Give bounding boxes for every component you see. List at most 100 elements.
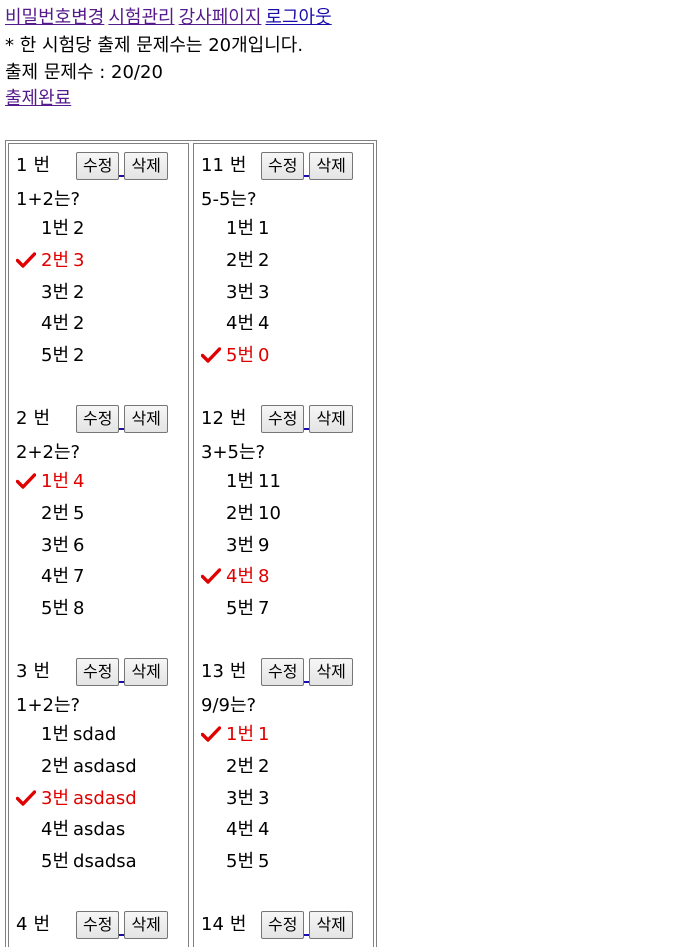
question-block: 12 번 수정 삭제 3+5는? 1번 11 2번 10 3번 9 4번 8 5번 7 [194, 397, 373, 649]
button-link-underline [119, 681, 125, 683]
option-value: 1 [258, 724, 270, 745]
option-label: 3번 [41, 535, 70, 556]
option-label: 4번 [226, 566, 255, 587]
option-item: 3번 2 [16, 279, 84, 307]
check-placeholder [201, 852, 225, 872]
option-item: 4번 4 [201, 310, 269, 338]
question-actions: 수정 삭제 [261, 152, 353, 180]
option-value: dsadsa [73, 851, 137, 872]
option-label: 2번 [226, 503, 255, 524]
option-item: 5번 7 [201, 595, 269, 623]
button-link-underline [304, 175, 310, 177]
option-value: 4 [73, 471, 85, 492]
option-item: 4번 7 [16, 563, 84, 591]
check-placeholder [16, 725, 40, 745]
logout-link[interactable]: 로그아웃 [265, 7, 332, 28]
question-number: 12 [201, 408, 224, 429]
option-value: 11 [258, 471, 281, 492]
question-actions: 수정 삭제 [261, 911, 353, 939]
option-label: 4번 [226, 819, 255, 840]
option-label: 4번 [226, 313, 255, 334]
question-actions: 수정 삭제 [261, 658, 353, 686]
question-text: 9/9는? [201, 695, 257, 716]
option-item: 1번 11 [201, 468, 281, 496]
check-icon [16, 251, 40, 271]
delete-button[interactable]: 삭제 [124, 152, 168, 180]
question-number: 14 [201, 914, 224, 935]
option-value: 7 [258, 598, 270, 619]
question-number-suffix: 번 [33, 408, 51, 429]
question-actions: 수정 삭제 [76, 152, 168, 180]
delete-button[interactable]: 삭제 [309, 911, 353, 939]
edit-button[interactable]: 수정 [76, 405, 120, 433]
check-icon [16, 789, 40, 809]
edit-button[interactable]: 수정 [261, 911, 305, 939]
option-value: 3 [258, 788, 270, 809]
edit-button[interactable]: 수정 [261, 152, 305, 180]
option-label: 5번 [41, 345, 70, 366]
option-label: 5번 [226, 345, 255, 366]
exam-management-link[interactable]: 시험관리 [108, 7, 175, 28]
option-item: 1번 4 [16, 468, 84, 496]
check-placeholder [201, 536, 225, 556]
check-placeholder [201, 251, 225, 271]
question-number-suffix: 번 [229, 661, 247, 682]
question-number-suffix: 번 [229, 408, 247, 429]
option-item: 3번 3 [201, 279, 269, 307]
option-item: 4번 4 [201, 816, 269, 844]
edit-button[interactable]: 수정 [76, 658, 120, 686]
check-placeholder [16, 504, 40, 524]
option-value: 5 [73, 503, 85, 524]
option-label: 2번 [226, 756, 255, 777]
option-value: 4 [258, 313, 270, 334]
check-icon [16, 472, 40, 492]
edit-button[interactable]: 수정 [261, 658, 305, 686]
option-label: 3번 [226, 535, 255, 556]
instructor-page-link[interactable]: 강사페이지 [178, 7, 262, 28]
edit-button[interactable]: 수정 [76, 911, 120, 939]
option-label: 2번 [41, 503, 70, 524]
delete-button[interactable]: 삭제 [309, 152, 353, 180]
option-label: 2번 [226, 250, 255, 271]
change-password-link[interactable]: 비밀번호변경 [5, 7, 105, 28]
button-link-underline [304, 681, 310, 683]
option-label: 5번 [41, 851, 70, 872]
question-limit-notice: * 한 시험당 출제 문제수는 20개입니다. [5, 35, 304, 56]
option-item: 3번 asdasd [16, 785, 137, 813]
delete-button[interactable]: 삭제 [124, 911, 168, 939]
option-item: 5번 2 [16, 342, 84, 370]
question-number-suffix: 번 [33, 914, 51, 935]
question-number: 13 [201, 661, 224, 682]
delete-button[interactable]: 삭제 [124, 658, 168, 686]
button-link-underline [304, 428, 310, 430]
delete-button[interactable]: 삭제 [309, 658, 353, 686]
question-block: 11 번 수정 삭제 5-5는? 1번 1 2번 2 3번 3 4번 4 5번 0 [194, 144, 373, 396]
finish-exam-link[interactable]: 출제완료 [5, 88, 72, 109]
check-placeholder [201, 820, 225, 840]
question-header: 12 번 [201, 404, 246, 434]
option-item: 2번 3 [16, 247, 84, 275]
check-icon [201, 567, 225, 587]
question-actions: 수정 삭제 [261, 405, 353, 433]
option-item: 5번 dsadsa [16, 848, 137, 876]
option-item: 5번 5 [201, 848, 269, 876]
question-count-value: 20/20 [111, 62, 163, 83]
check-placeholder [201, 757, 225, 777]
option-value: 2 [73, 282, 85, 303]
option-value: sdad [73, 724, 117, 745]
button-link-underline [119, 175, 125, 177]
option-item: 2번 10 [201, 500, 281, 528]
top-nav: 비밀번호변경 시험관리 강사페이지 로그아웃 [5, 5, 336, 31]
option-label: 4번 [41, 313, 70, 334]
question-actions: 수정 삭제 [76, 911, 168, 939]
delete-button[interactable]: 삭제 [124, 405, 168, 433]
edit-button[interactable]: 수정 [261, 405, 305, 433]
edit-button[interactable]: 수정 [76, 152, 120, 180]
delete-button[interactable]: 삭제 [309, 405, 353, 433]
option-value: 8 [258, 566, 270, 587]
option-label: 3번 [226, 788, 255, 809]
option-label: 3번 [41, 788, 70, 809]
